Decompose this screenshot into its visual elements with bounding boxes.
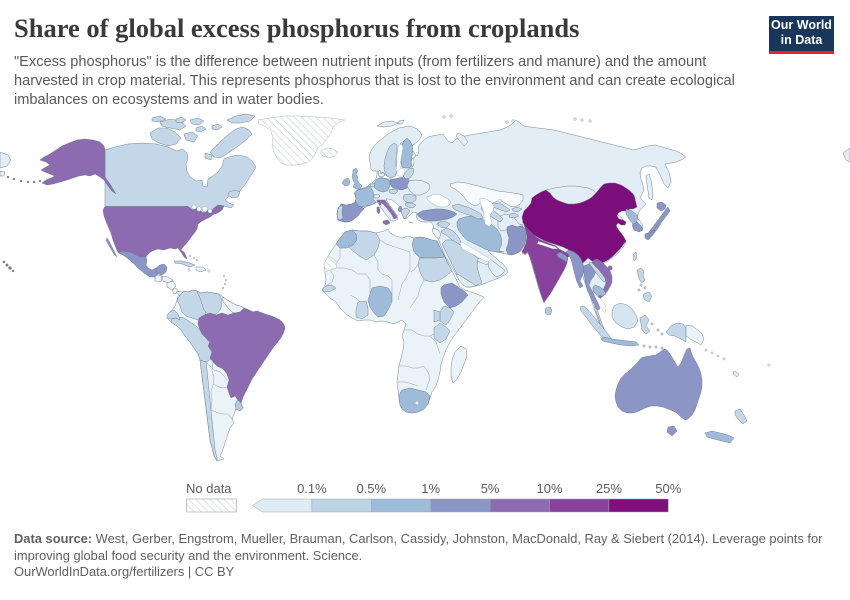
svg-text:1%: 1% <box>421 481 440 496</box>
svg-text:10%: 10% <box>536 481 562 496</box>
svg-text:No data: No data <box>186 481 232 496</box>
svg-text:0.5%: 0.5% <box>356 481 386 496</box>
svg-text:5%: 5% <box>481 481 500 496</box>
svg-text:0.1%: 0.1% <box>297 481 327 496</box>
svg-text:25%: 25% <box>596 481 622 496</box>
svg-text:50%: 50% <box>655 481 681 496</box>
